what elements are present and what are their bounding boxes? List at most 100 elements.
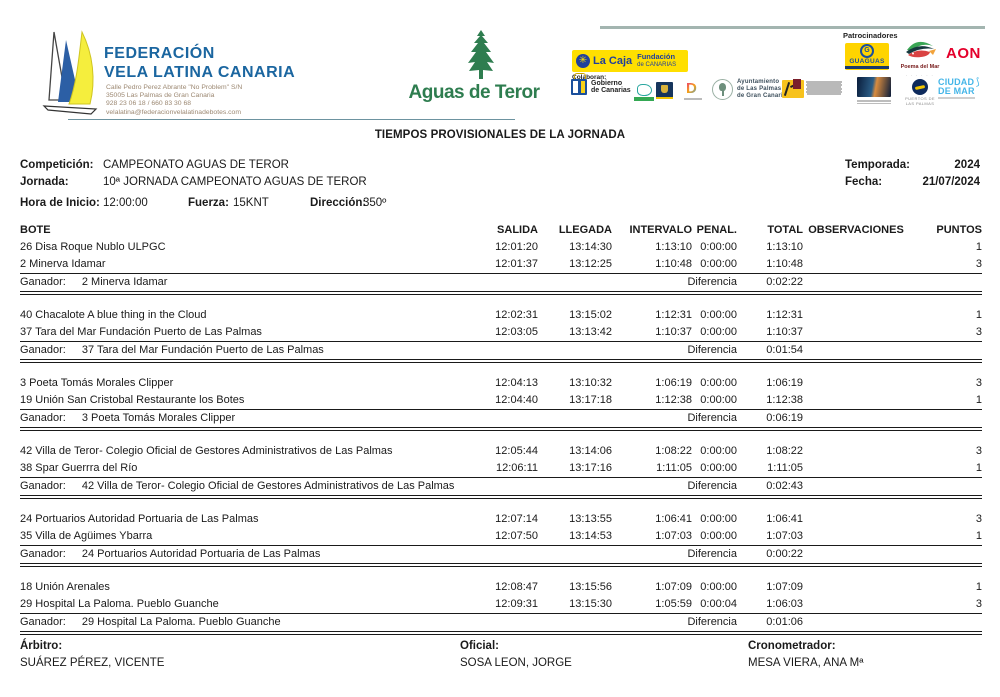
cell-bote: 26 Disa Roque Nublo ULPGC [20,241,166,253]
fuerza-value: 15KNT [233,197,269,209]
cell-penal: 0:00:04 [700,598,737,610]
tree-seal-icon [712,79,733,100]
ganador-boat-name: 29 Hospital La Paloma. Pueblo Guanche [81,616,281,628]
boat-row: 29 Hospital La Paloma. Pueblo Guanche 12:… [20,596,982,614]
section-spacer [20,361,982,375]
ciudad-de-mar-logo: CIUDAD DE MAR ⟆ [938,78,980,99]
competicion-label: Competición: [20,159,94,171]
federation-address-line: 928 23 06 18 / 660 83 30 68 [106,100,192,108]
section-spacer [20,497,982,511]
d-logo-underline [684,98,702,100]
diferencia-value: 0:00:22 [737,545,803,567]
boat-row: 40 Chacalote A blue thing in the Cloud 12… [20,307,982,324]
header-llegada: LLEGADA [558,224,612,236]
cell-llegada: 13:15:30 [569,598,612,610]
cell-observaciones [803,443,909,460]
cell-salida: 12:01:20 [495,241,538,253]
ganador-label: Ganador: [20,548,66,560]
cell-observaciones [803,239,909,256]
boat-row: 42 Villa de Teror- Colegio Oficial de Ge… [20,443,982,460]
patrocinadores-label: Patrocinadores [843,31,898,40]
boat-row: 18 Unión Arenales 12:08:47 13:15:56 1:07:09… [20,579,982,596]
cell-puntos: 1 [975,241,982,253]
cell-bote: 24 Portuarios Autoridad Portuaria de Las… [20,513,259,525]
poema-del-mar-icon [906,41,936,58]
cell-salida: 12:09:31 [495,598,538,610]
header-puntos: PUNTOS [936,224,982,236]
puertos-circle-icon [912,79,928,95]
cell-bote: 19 Unión San Cristobal Restaurante los B… [20,394,245,406]
ganador-label: Ganador: [20,276,66,288]
instituto-text-lines [807,81,841,97]
cell-salida: 12:02:31 [495,309,538,321]
poema-del-mar-logo: Poema del Mar [899,40,941,70]
cell-observaciones [803,392,909,410]
oficial-label: Oficial: [460,640,499,652]
boat-row: 3 Poeta Tomás Morales Clipper 12:04:13 13:… [20,375,982,392]
cell-puntos: 1 [975,394,982,406]
arbitro-name: SUÁREZ PÉREZ, VICENTE [20,657,165,669]
cell-salida: 12:07:14 [495,513,538,525]
cell-llegada: 13:13:42 [569,326,612,338]
diferencia-value: 0:01:54 [737,341,803,363]
cabildo-logo [656,82,673,99]
cell-puntos: 3 [975,326,982,338]
cell-puntos: 1 [975,462,982,474]
ganador-boat-name: 3 Poeta Tomás Morales Clipper [81,412,236,424]
diferencia-label: Diferencia [612,409,737,431]
header-observaciones: OBSERVACIONES [808,224,904,236]
cell-intervalo: 1:07:03 [655,530,692,542]
ganador-label: Ganador: [20,344,66,356]
cell-penal: 0:00:00 [700,513,737,525]
header-penal: PENAL. [696,224,737,236]
cell-bote: 18 Unión Arenales [20,581,110,593]
cell-penal: 0:00:00 [700,581,737,593]
temporada-value: 2024 [954,159,980,171]
ganador-row: Ganador: 3 Poeta Tomás Morales Clipper Dif… [20,409,982,431]
ciudad-de-mar-line2: DE MAR [938,86,975,96]
boat-row: 35 Villa de Agüimes Ybarra 12:07:50 13:14:… [20,528,982,546]
cell-penal: 0:00:00 [700,530,737,542]
boat-row: 2 Minerva Idamar 12:01:37 13:12:25 1:10:48 0… [20,256,982,274]
cell-intervalo: 1:13:10 [655,241,692,253]
direccion-label: Dirección: [310,197,367,209]
cell-puntos: 1 [975,530,982,542]
guaguas-g-icon: G [860,44,874,58]
cell-bote: 42 Villa de Teror- Colegio Oficial de Ge… [20,445,393,457]
la-caja-name: La Caja [593,55,633,67]
cell-llegada: 13:15:56 [569,581,612,593]
cell-total: 1:06:03 [766,598,803,610]
poema-del-mar-name: Poema del Mar [900,64,940,70]
cell-intervalo: 1:12:31 [655,309,692,321]
section-spacer [20,429,982,443]
cell-observaciones [803,511,909,528]
cell-bote: 40 Chacalote A blue thing in the Cloud [20,309,207,321]
ganador-label: Ganador: [20,412,66,424]
cell-puntos: 3 [975,513,982,525]
cell-puntos: 3 [975,598,982,610]
jornada-label: Jornada: [20,176,69,188]
instituto-deportes-lines [806,79,842,95]
cell-observaciones [803,256,909,274]
temporada-label: Temporada: [845,159,910,171]
federation-address-line: 35005 Las Palmas de Gran Canaria [106,92,215,100]
cell-llegada: 13:14:53 [569,530,612,542]
puertos-las-palmas-logo: · · · · · · PUERTOS DE LAS PALMAS [903,74,937,106]
colaboran-label: Colaboran: [572,74,607,81]
fuerza-label: Fuerza: [188,197,229,209]
cell-total: 1:06:41 [766,513,803,525]
cell-bote: 29 Hospital La Paloma. Pueblo Guanche [20,598,219,610]
boat-row: 19 Unión San Cristobal Restaurante los B… [20,392,982,410]
cell-llegada: 13:10:32 [569,377,612,389]
cell-llegada: 13:17:16 [569,462,612,474]
instituto-deportes-icon [793,79,801,89]
cell-llegada: 13:15:02 [569,309,612,321]
cell-puntos: 3 [975,258,982,270]
pine-tree-icon [468,30,494,79]
ciudad-de-mar-tagline [938,97,975,99]
diferencia-label: Diferencia [612,341,737,363]
cell-puntos: 1 [975,581,982,593]
cell-total: 1:07:09 [766,581,803,593]
cell-total: 1:12:31 [766,309,803,321]
cell-total: 1:13:10 [766,241,803,253]
